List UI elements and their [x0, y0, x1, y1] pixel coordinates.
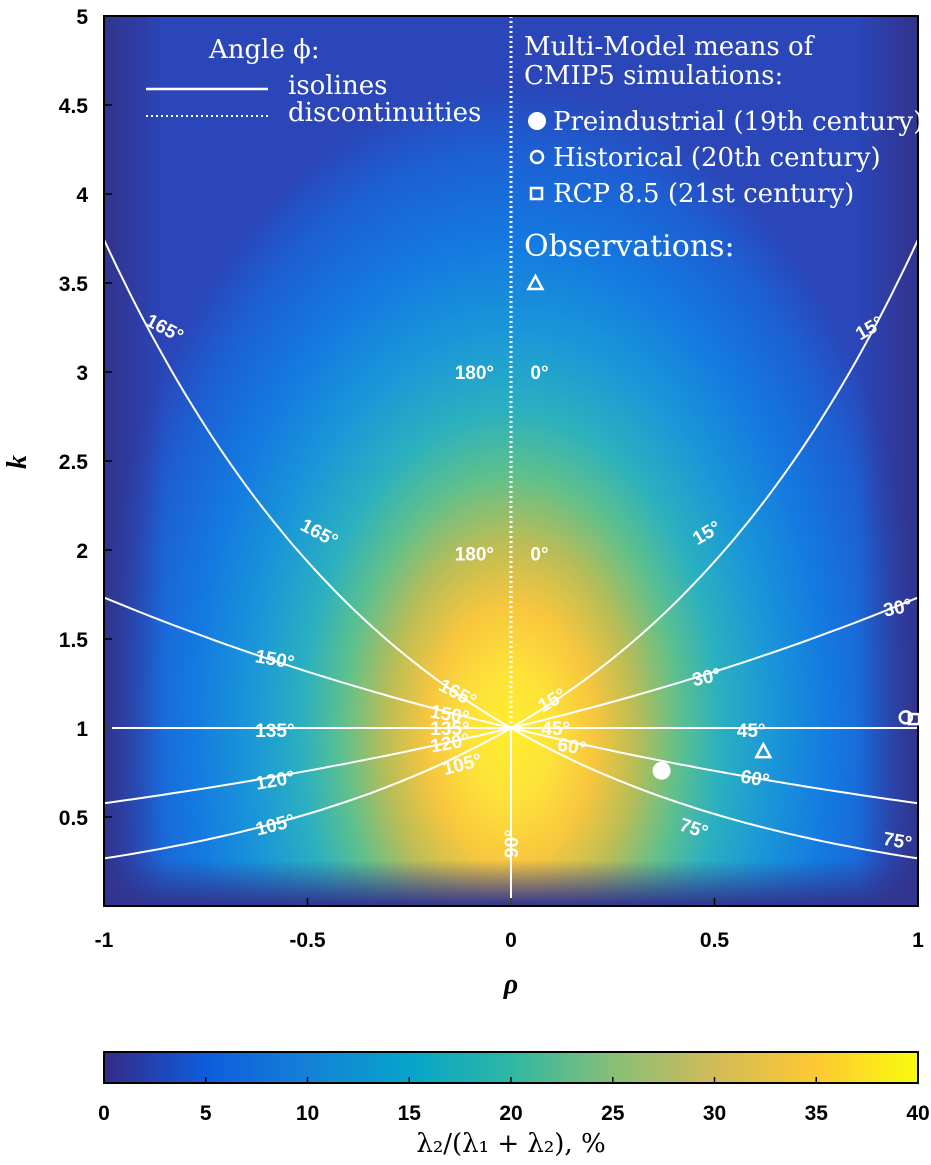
legend-rcp85-marker [529, 186, 544, 201]
heatmap-edge-left [104, 16, 164, 906]
isoline-120 [104, 596, 512, 729]
x-tick-label: -1 [95, 929, 114, 952]
legend-models: Multi-Model means of CMIP5 simulations: … [524, 32, 923, 264]
colorbar-tick-label: 5 [200, 1102, 212, 1125]
x-axis-ticks: -1 -0.5 0 0.5 1 [95, 898, 924, 952]
point-observation-1 [526, 273, 545, 291]
isoline-label-deg180: 180° [455, 363, 494, 384]
colorbar-tick-label: 30 [703, 1102, 726, 1125]
y-tick-label: 3.5 [59, 273, 89, 296]
legend-discontinuities-label: discontinuities [288, 98, 481, 128]
isolines [104, 239, 918, 860]
data-points [526, 273, 921, 780]
point-preindustrial [652, 761, 671, 780]
colorbar-tick-label: 0 [98, 1102, 110, 1125]
y-tick-label: 0.5 [59, 807, 89, 830]
y-tick-label: 3 [76, 362, 88, 385]
colorbar-ticks: 0 5 10 15 20 25 30 35 40 [98, 1077, 930, 1125]
isoline-label-deg45: 45° [541, 719, 570, 740]
heatmap-edge-right [858, 16, 918, 906]
x-tick-label: 0.5 [700, 929, 730, 952]
colorbar-tick-label: 35 [805, 1102, 829, 1125]
y-tick-label: 2 [76, 540, 88, 563]
x-axis-label: ρ [503, 969, 518, 1000]
isoline-label-deg135: 135° [430, 719, 469, 740]
legend-observations-title: Observations: [524, 229, 735, 264]
y-tick-label: 4.5 [59, 95, 89, 118]
isoline-label-deg0: 0° [530, 545, 548, 566]
colorbar-tick-label: 20 [499, 1102, 522, 1125]
y-tick-label: 4 [76, 184, 88, 207]
isoline-label-deg0: 0° [530, 363, 548, 384]
colorbar-tick-label: 25 [601, 1102, 625, 1125]
legend-historical-label: Historical (20th century) [553, 143, 881, 173]
legend-models-title-1: Multi-Model means of [524, 32, 816, 62]
isoline-label-deg90: 90° [502, 829, 523, 858]
colorbar: 0 5 10 15 20 25 30 35 40 λ₂/(λ₁ + λ₂), % [98, 1051, 930, 1159]
point-observation-2 [754, 741, 773, 759]
isoline-label-deg135: 135° [255, 721, 294, 742]
y-axis-ticks: 0.5 1 1.5 2 2.5 3 3.5 4 4.5 5 [59, 6, 112, 830]
colorbar-tick-label: 10 [296, 1102, 319, 1125]
isoline-15 [510, 239, 918, 729]
y-tick-label: 5 [76, 6, 88, 29]
legend-preindustrial-label: Preindustrial (19th century) [553, 107, 923, 137]
x-tick-label: 1 [912, 929, 924, 952]
isoline-label-deg60: 60° [739, 766, 771, 792]
legend-rcp85-label: RCP 8.5 (21st century) [553, 179, 854, 209]
x-tick-label: -0.5 [289, 929, 326, 952]
isoline-165 [104, 727, 512, 860]
legend-isolines-label: isolines [288, 71, 387, 101]
isoline-150 [104, 727, 512, 805]
isoline-30 [510, 596, 918, 729]
legend-preindustrial-marker [528, 112, 546, 130]
y-tick-label: 1.5 [59, 629, 89, 652]
isoline-labels: 165°165°150°135°120°105°15°15°30°30°45°6… [142, 310, 914, 858]
x-tick-label: 0 [505, 929, 517, 952]
isoline-75 [510, 727, 918, 860]
point-rcp85 [907, 712, 921, 726]
y-axis-label: k [2, 455, 33, 469]
isoline-60 [510, 727, 918, 805]
point-historical [898, 710, 914, 725]
colorbar-tick-label: 40 [906, 1102, 929, 1125]
y-tick-label: 1 [76, 718, 88, 741]
isoline-105 [104, 239, 512, 729]
isoline-label-deg60: 60° [556, 734, 588, 760]
colorbar-tick-label: 15 [398, 1102, 422, 1125]
colorbar-label: λ₂/(λ₁ + λ₂), % [416, 1129, 605, 1159]
isoline-label-deg75: 75° [881, 829, 913, 855]
legend-angle: Angle ϕ: isolines discontinuities [146, 35, 481, 128]
legend-angle-title: Angle ϕ: [208, 35, 320, 65]
isoline-label-deg45: 45° [737, 721, 766, 742]
isoline-label-deg180: 180° [455, 545, 494, 566]
legend-models-title-2: CMIP5 simulations: [524, 61, 783, 91]
legend-historical-marker [529, 149, 545, 165]
y-tick-label: 2.5 [59, 451, 89, 474]
